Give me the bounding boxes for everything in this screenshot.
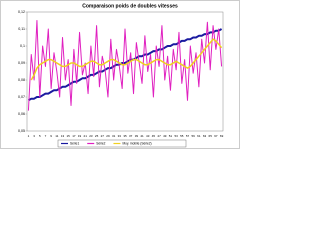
y-tick-label: 0,08 <box>18 78 25 82</box>
series-line <box>30 38 223 81</box>
chart-title: Comparaison poids de doubles vitesses <box>82 3 178 9</box>
x-tick-label: 35 <box>123 134 127 138</box>
page: Comparaison poids de doubles vitesses 0,… <box>0 0 240 149</box>
x-tick-label: 25 <box>95 134 99 138</box>
x-tick-label: 55 <box>180 134 184 138</box>
x-tick-label: 1 <box>28 134 30 138</box>
legend-label: Série2 <box>96 142 105 146</box>
series-line <box>27 28 223 102</box>
x-tick-label: 5 <box>39 134 41 138</box>
legend-label: Moy. mobile (Série2) <box>122 142 151 146</box>
x-tick-label: 67 <box>214 134 218 138</box>
x-tick-label: 57 <box>186 134 190 138</box>
x-tick-label: 43 <box>146 134 150 138</box>
chart: Comparaison poids de doubles vitesses 0,… <box>0 0 240 149</box>
x-tick-label: 7 <box>45 134 47 138</box>
x-tick-label: 65 <box>209 134 213 138</box>
x-tick-label: 31 <box>112 134 116 138</box>
x-tick-label: 47 <box>157 134 161 138</box>
x-tick-label: 69 <box>220 134 224 138</box>
legend-box <box>57 139 187 148</box>
x-tick-label: 17 <box>72 134 76 138</box>
x-tick-label: 33 <box>118 134 122 138</box>
x-tick-label: 45 <box>152 134 156 138</box>
y-tick-label: 0,07 <box>18 95 25 99</box>
y-tick-label: 0,12 <box>18 10 25 14</box>
x-tick-label: 23 <box>89 134 93 138</box>
y-tick-label: 0,1 <box>20 44 25 48</box>
y-tick-label: 0,06 <box>18 112 25 116</box>
x-tick-label: 15 <box>67 134 71 138</box>
x-tick-label: 49 <box>163 134 167 138</box>
x-tick-label: 3 <box>33 134 35 138</box>
series-line <box>27 20 223 111</box>
x-tick-label: 61 <box>197 134 201 138</box>
x-tick-label: 51 <box>169 134 173 138</box>
x-tick-label: 63 <box>203 134 207 138</box>
x-tick-label: 21 <box>84 134 88 138</box>
y-tick-label: 0,11 <box>18 27 25 31</box>
x-tick-label: 9 <box>50 134 52 138</box>
legend-label: Série1 <box>70 142 79 146</box>
x-tick-label: 27 <box>101 134 105 138</box>
y-tick-label: 0,09 <box>18 61 25 65</box>
y-tick-label: 0,05 <box>18 129 25 133</box>
x-tick-label: 41 <box>140 134 144 138</box>
x-tick-label: 37 <box>129 134 133 138</box>
x-tick-label: 19 <box>78 134 82 138</box>
x-tick-label: 39 <box>135 134 139 138</box>
x-tick-label: 53 <box>174 134 178 138</box>
x-tick-label: 13 <box>61 134 65 138</box>
x-tick-label: 59 <box>192 134 196 138</box>
x-tick-label: 11 <box>55 134 58 138</box>
x-tick-label: 29 <box>106 134 110 138</box>
